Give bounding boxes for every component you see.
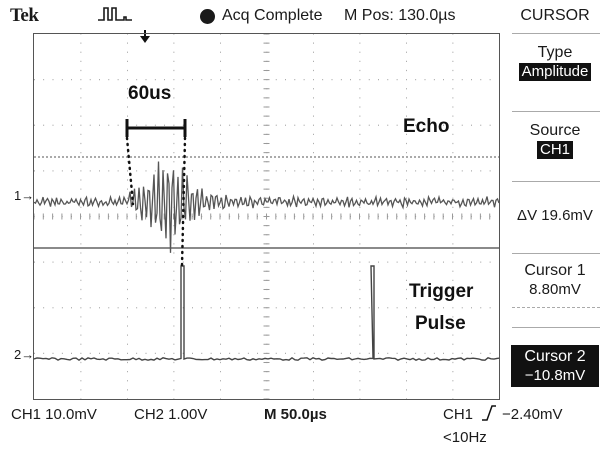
grid-dots xyxy=(34,34,491,399)
ch1-scale: CH1 10.0mV xyxy=(11,406,97,423)
menu-divider xyxy=(512,327,600,328)
trigger-coupling: <10Hz xyxy=(443,429,487,446)
echo-label: Echo xyxy=(403,116,450,137)
cursor1-value: 8.80mV xyxy=(529,281,581,298)
trigger-level: −2.40mV xyxy=(502,406,563,423)
graticule xyxy=(34,34,499,399)
ch1-ground-marker: 1→ xyxy=(14,188,35,203)
acquisition-indicator-icon xyxy=(200,9,215,24)
delta-value: ΔV 19.6mV xyxy=(517,207,593,224)
trigger-position-arrow-icon xyxy=(140,30,150,43)
brand-logo: Tek xyxy=(10,5,39,26)
trigger-pulse-icon xyxy=(98,7,132,21)
cursor2-value: −10.8mV xyxy=(524,367,586,384)
status-bar-bottom: CH1 10.0mV CH2 1.00V M 50.0µs CH1 −2.40m… xyxy=(0,402,602,452)
rising-edge-icon xyxy=(482,405,496,421)
cursor2-label: Cursor 2 xyxy=(524,348,586,365)
menu-divider xyxy=(512,111,600,112)
cursor-delta-readout: ΔV 19.6mV xyxy=(508,207,602,225)
guide-left xyxy=(125,136,135,206)
cursor-menu: Type Amplitude Source CH1 ΔV 19.6mV Curs… xyxy=(508,33,602,400)
acquisition-status: Acq Complete xyxy=(222,7,323,24)
pulse-width-label: 60us xyxy=(128,83,172,104)
menu-title: CURSOR xyxy=(520,7,590,24)
waveform-display xyxy=(33,33,500,400)
cursor-type-value: Amplitude xyxy=(518,63,592,81)
cursor-type-button[interactable]: Type Amplitude xyxy=(508,43,602,81)
trigger-source: CH1 xyxy=(443,406,474,423)
menu-divider xyxy=(512,253,600,254)
cursor-source-label: Source xyxy=(529,122,581,139)
cursor-source-button[interactable]: Source CH1 xyxy=(508,121,602,159)
cursor-source-value: CH1 xyxy=(536,141,573,159)
cursor1-label: Cursor 1 xyxy=(524,262,586,279)
timebase: M 50.0µs xyxy=(264,406,327,423)
ch1-echo-trace xyxy=(34,161,499,253)
menu-divider xyxy=(512,307,600,308)
pulse-label: Pulse xyxy=(415,313,466,334)
grid-ticks xyxy=(34,34,491,399)
ch2-ground-marker: 2→ xyxy=(14,347,35,362)
cursor1-button[interactable]: Cursor 1 8.80mV xyxy=(508,261,602,299)
ch2-trigger-trace xyxy=(34,265,499,362)
menu-divider xyxy=(512,181,600,182)
ch2-scale: CH2 1.00V xyxy=(134,406,208,423)
status-bar-top: Tek Acq Complete M Pos: 130.0µs CURSOR xyxy=(0,0,602,32)
cursor-type-label: Type xyxy=(537,44,573,61)
cursor2-button[interactable]: Cursor 2 −10.8mV xyxy=(511,345,599,387)
menu-divider xyxy=(512,33,600,34)
trigger-label: Trigger xyxy=(409,281,474,302)
horizontal-position: M Pos: 130.0µs xyxy=(344,7,456,24)
